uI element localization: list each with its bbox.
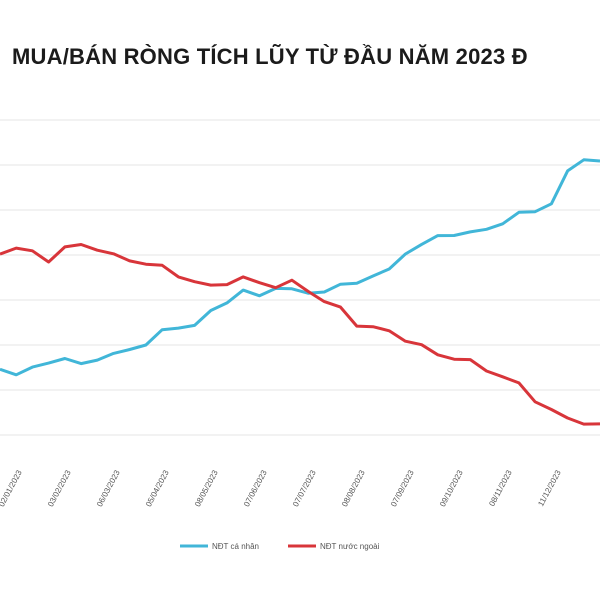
x-tick-label: 07/06/2023 <box>242 468 269 508</box>
chart-title: MUA/BÁN RÒNG TÍCH LŨY TỪ ĐẦU NĂM 2023 Đ <box>12 44 528 69</box>
x-tick-label: 07/07/2023 <box>291 468 318 508</box>
series-line-1 <box>0 243 600 426</box>
series-lines <box>0 158 600 426</box>
x-tick-label: 08/11/2023 <box>487 468 514 508</box>
grid-lines <box>0 119 600 436</box>
x-tick-label: 09/10/2023 <box>438 468 465 508</box>
x-tick-label: 05/04/2023 <box>144 468 171 508</box>
x-tick-label: 08/08/2023 <box>340 468 367 508</box>
x-tick-label: 06/03/2023 <box>95 468 122 508</box>
legend-label-1: NĐT nước ngoài <box>320 542 380 551</box>
x-tick-label: 11/12/2023 <box>536 468 563 508</box>
x-tick-label: 08/05/2023 <box>193 468 220 508</box>
legend-label-0: NĐT cá nhân <box>212 542 259 551</box>
x-tick-label: 02/01/2023 <box>0 468 24 508</box>
x-axis-tick-labels: 02/01/2023 03/02/2023 06/03/2023 05/04/2023… <box>0 468 563 508</box>
series-line-0 <box>0 158 600 377</box>
x-tick-label: 07/09/2023 <box>389 468 416 508</box>
x-tick-label: 03/02/2023 <box>46 468 73 508</box>
legend: NĐT cá nhân NĐT nước ngoài <box>180 542 380 551</box>
